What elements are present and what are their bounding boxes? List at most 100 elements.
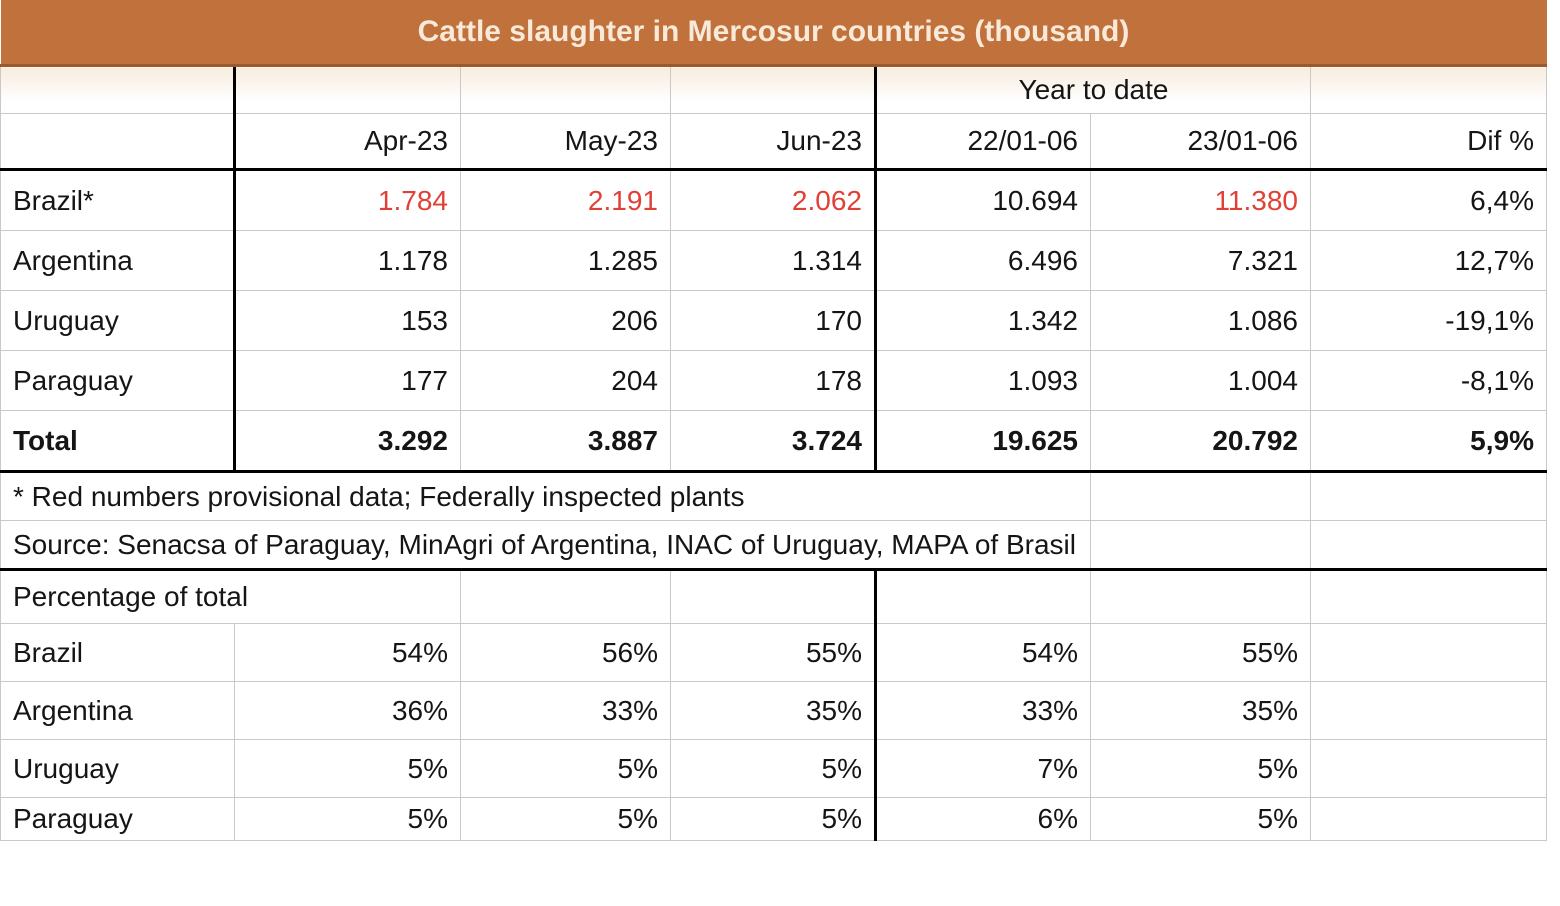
cell: 3.292 <box>234 410 461 473</box>
cell: 3.724 <box>670 410 877 473</box>
cell: 54% <box>234 623 461 682</box>
cell: -8,1% <box>1310 350 1547 411</box>
cell: 204 <box>460 350 671 411</box>
cell: 6.496 <box>875 230 1091 291</box>
empty-cell <box>1310 65 1547 114</box>
cell: 1.784 <box>234 169 461 231</box>
empty-cell <box>460 569 671 624</box>
cell: 5% <box>460 739 671 798</box>
empty-cell <box>1310 520 1547 571</box>
cell: 1.342 <box>875 290 1091 351</box>
column-header-may-23: May-23 <box>460 113 671 171</box>
footnote-provisional: * Red numbers provisional data; Federall… <box>0 471 1091 521</box>
cell: 7% <box>875 739 1091 798</box>
cell: 55% <box>1090 623 1311 682</box>
table-title: Cattle slaughter in Mercosur countries (… <box>0 0 1547 67</box>
row-label-total: Total <box>0 410 236 473</box>
cell: 5% <box>234 797 461 841</box>
table-row-paraguay: Paraguay 177 204 178 1.093 1.004 -8,1% <box>0 350 1547 411</box>
row-label-argentina: Argentina <box>0 230 236 291</box>
empty-cell <box>460 65 671 114</box>
table-row-brazil: Brazil* 1.784 2.191 2.062 10.694 11.380 … <box>0 169 1547 231</box>
cell: 2.191 <box>460 169 671 231</box>
cell: 54% <box>875 623 1091 682</box>
cell: 1.093 <box>875 350 1091 411</box>
row-label-uruguay: Uruguay <box>0 290 236 351</box>
empty-cell <box>1310 569 1547 624</box>
cell: 5% <box>1090 797 1311 841</box>
year-to-date-header: Year to date <box>875 65 1311 114</box>
pct-row-brazil: Brazil 54% 56% 55% 54% 55% <box>0 623 1547 682</box>
empty-cell <box>670 65 877 114</box>
cell: 5% <box>1090 739 1311 798</box>
empty-cell <box>1090 569 1311 624</box>
empty-cell <box>1090 471 1311 521</box>
cell: 206 <box>460 290 671 351</box>
cell: 36% <box>234 681 461 740</box>
footnote-row: * Red numbers provisional data; Federall… <box>0 471 1547 521</box>
row-label-uruguay-pct: Uruguay <box>0 739 235 798</box>
cell: 12,7% <box>1310 230 1547 291</box>
cell: 10.694 <box>875 169 1091 231</box>
cell: 1.178 <box>234 230 461 291</box>
cell: 1.314 <box>670 230 877 291</box>
cell: 56% <box>460 623 671 682</box>
empty-cell <box>1310 797 1547 841</box>
cell: 11.380 <box>1090 169 1311 231</box>
cell: 33% <box>875 681 1091 740</box>
cell: 20.792 <box>1090 410 1311 473</box>
cell: 1.285 <box>460 230 671 291</box>
cell: 2.062 <box>670 169 877 231</box>
cell: 6,4% <box>1310 169 1547 231</box>
table-row-total: Total 3.292 3.887 3.724 19.625 20.792 5,… <box>0 410 1547 473</box>
cattle-slaughter-table: Cattle slaughter in Mercosur countries (… <box>0 0 1547 841</box>
empty-cell <box>234 65 461 114</box>
column-header-22-01-06: 22/01-06 <box>875 113 1091 171</box>
cell: 5% <box>670 797 877 841</box>
empty-cell <box>1090 520 1311 571</box>
cell: 170 <box>670 290 877 351</box>
empty-cell <box>1310 739 1547 798</box>
cell: -19,1% <box>1310 290 1547 351</box>
row-label-argentina-pct: Argentina <box>0 681 235 740</box>
cell: 35% <box>670 681 877 740</box>
table-row-argentina: Argentina 1.178 1.285 1.314 6.496 7.321 … <box>0 230 1547 291</box>
column-header-apr-23: Apr-23 <box>234 113 461 171</box>
source-row: Source: Senacsa of Paraguay, MinAgri of … <box>0 520 1547 571</box>
row-label-brazil: Brazil* <box>0 169 236 231</box>
cell: 7.321 <box>1090 230 1311 291</box>
pct-row-uruguay: Uruguay 5% 5% 5% 7% 5% <box>0 739 1547 798</box>
empty-cell <box>875 569 1091 624</box>
pct-row-argentina: Argentina 36% 33% 35% 33% 35% <box>0 681 1547 740</box>
cell: 5% <box>460 797 671 841</box>
cell: 153 <box>234 290 461 351</box>
cell: 33% <box>460 681 671 740</box>
empty-cell <box>1310 471 1547 521</box>
footnote-source: Source: Senacsa of Paraguay, MinAgri of … <box>0 520 1091 571</box>
column-header-dif-pct: Dif % <box>1310 113 1547 171</box>
cell: 178 <box>670 350 877 411</box>
cell: 35% <box>1090 681 1311 740</box>
percentage-section-title: Percentage of total <box>0 569 461 624</box>
empty-cell <box>0 65 236 114</box>
cell: 5% <box>670 739 877 798</box>
table-row-uruguay: Uruguay 153 206 170 1.342 1.086 -19,1% <box>0 290 1547 351</box>
cell: 1.004 <box>1090 350 1311 411</box>
cell: 5,9% <box>1310 410 1547 473</box>
row-label-paraguay-pct: Paraguay <box>0 797 235 841</box>
cell: 6% <box>875 797 1091 841</box>
column-header-jun-23: Jun-23 <box>670 113 877 171</box>
empty-cell <box>1310 681 1547 740</box>
cell: 1.086 <box>1090 290 1311 351</box>
cell: 55% <box>670 623 877 682</box>
cell: 177 <box>234 350 461 411</box>
column-header-23-01-06: 23/01-06 <box>1090 113 1311 171</box>
cell: 19.625 <box>875 410 1091 473</box>
pct-row-paraguay: Paraguay 5% 5% 5% 6% 5% <box>0 797 1547 841</box>
cell: 5% <box>234 739 461 798</box>
empty-cell <box>670 569 877 624</box>
empty-cell <box>0 113 236 171</box>
empty-cell <box>1310 623 1547 682</box>
row-label-brazil-pct: Brazil <box>0 623 235 682</box>
row-label-paraguay: Paraguay <box>0 350 236 411</box>
